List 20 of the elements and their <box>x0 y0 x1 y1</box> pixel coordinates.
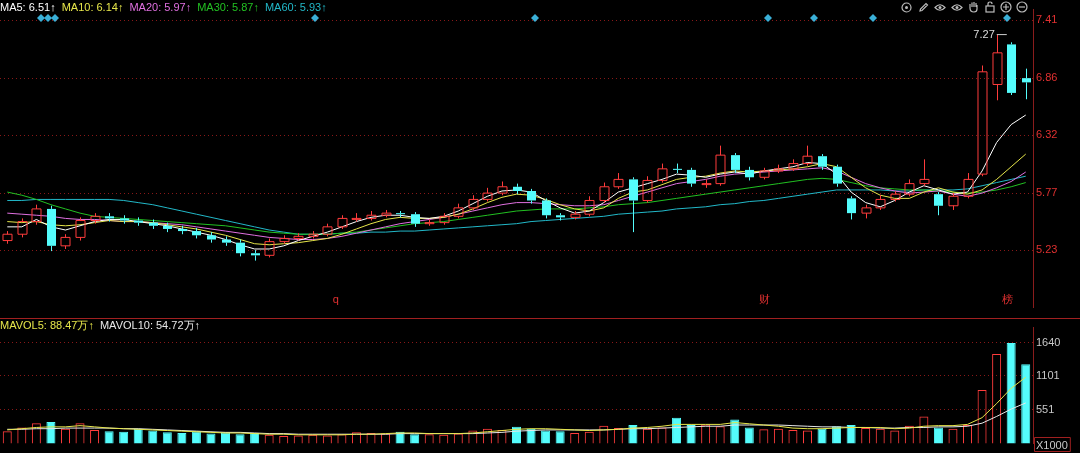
annotation: 财 <box>758 292 770 305</box>
y-axis-title: X1000 <box>1036 438 1068 451</box>
y-tick-label: 6.86 <box>1036 71 1058 84</box>
text: MA10: 6.14↑ <box>61 1 124 13</box>
y-tick-label: 1640 <box>1036 335 1061 348</box>
annotation: 榜 <box>1001 292 1013 305</box>
text: MA30: 5.87↑ <box>197 1 259 13</box>
annotation: 7.27 <box>973 27 995 40</box>
y-tick-label: 1101 <box>1036 368 1060 381</box>
text: MA5: 6.51↑ <box>0 1 56 13</box>
text: MA60: 5.93↑ <box>264 1 327 13</box>
text: MAVOL10: 54.72万↑ <box>99 319 201 331</box>
text: MAVOL5: 88.47万↑ <box>0 319 94 331</box>
y-tick-label: 551 <box>1036 402 1055 415</box>
text: MA20: 5.97↑ <box>129 1 192 13</box>
y-tick-label: 6.32 <box>1036 128 1058 141</box>
annotation: q <box>332 292 339 305</box>
y-tick-label: 5.77 <box>1036 186 1058 199</box>
y-tick-label: 7.41 <box>1036 13 1058 26</box>
y-tick-label: 5.23 <box>1036 243 1058 256</box>
